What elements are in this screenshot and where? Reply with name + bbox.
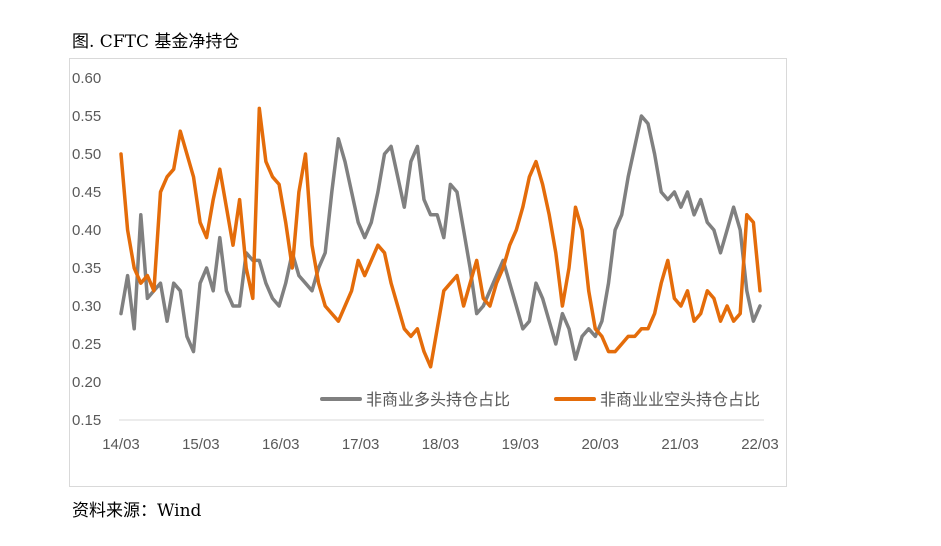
series-line-1 [119,114,762,361]
x-tick-label: 14/03 [102,436,140,453]
x-tick-label: 22/03 [741,436,779,453]
y-axis-ticks: 0.60 0.55 0.50 0.45 0.40 0.35 0.30 0.25 0.20 0.15 [72,70,101,429]
source-note: 资料来源：Wind [72,501,202,521]
series-layer [119,106,762,369]
x-tick-label: 19/03 [502,436,540,453]
y-tick-label: 0.55 [72,108,101,125]
y-tick-label: 0.45 [72,184,101,201]
y-tick-label: 0.35 [72,260,101,277]
x-tick-label: 15/03 [182,436,220,453]
chart-frame [69,58,787,487]
x-tick-label: 18/03 [422,436,460,453]
y-tick-label: 0.50 [72,146,101,163]
legend-label-1: 非商业多头持仓占比 [366,390,510,409]
y-tick-label: 0.25 [72,336,101,353]
x-axis-ticks: 14/03 15/03 16/03 17/03 18/03 19/03 20/03 21/03… [102,436,779,453]
y-tick-label: 0.30 [72,298,101,315]
figure-title: 图. CFTC 基金净持仓 [72,32,240,52]
x-tick-label: 21/03 [661,436,699,453]
x-tick-label: 20/03 [581,436,619,453]
x-tick-label: 16/03 [262,436,300,453]
x-tick-label: 17/03 [342,436,380,453]
legend-label-2: 非商业业空头持仓占比 [600,390,760,409]
series-line-2 [119,106,762,369]
y-tick-label: 0.40 [72,222,101,239]
y-tick-label: 0.20 [72,374,101,391]
legend: 非商业多头持仓占比 非商业业空头持仓占比 [320,390,760,409]
y-tick-label: 0.15 [72,412,101,429]
y-tick-label: 0.60 [72,70,101,87]
